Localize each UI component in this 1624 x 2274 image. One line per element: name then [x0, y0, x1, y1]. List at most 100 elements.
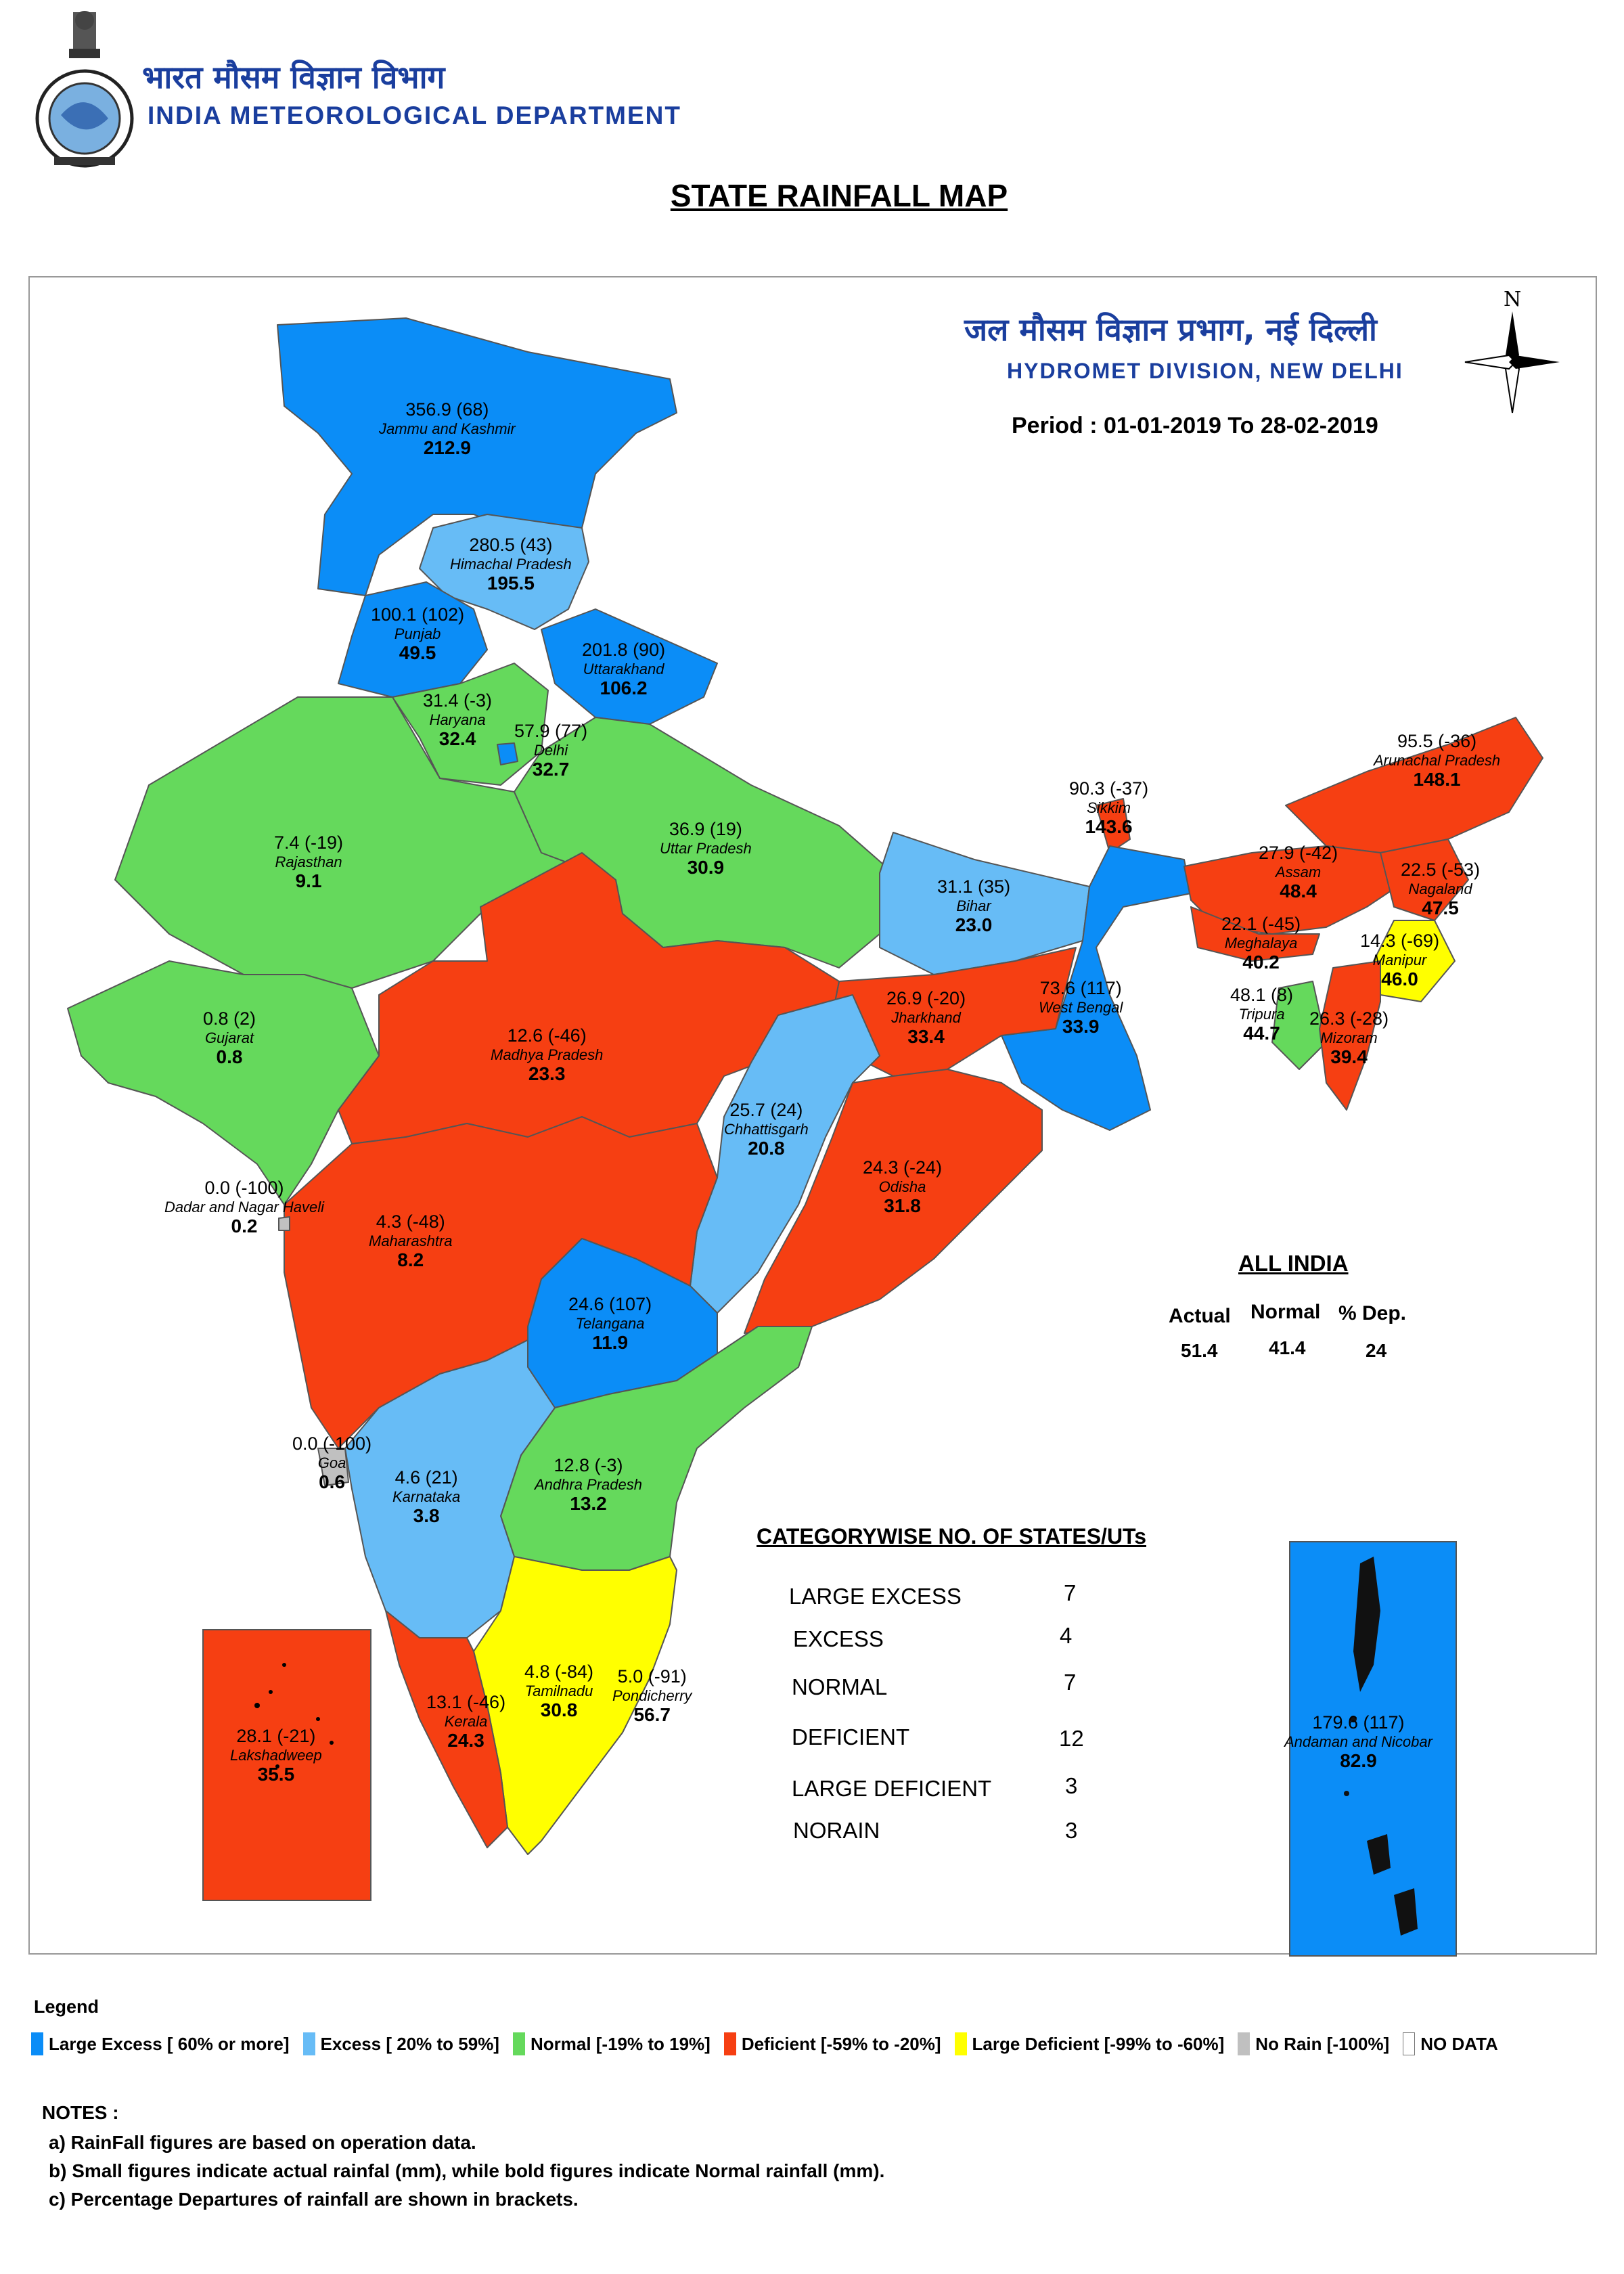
legend-title: Legend	[34, 1997, 99, 2017]
state-label-haryana: 31.4 (-3) Haryana 32.4	[423, 690, 493, 750]
region-himachal-pradesh	[419, 514, 589, 630]
category-label-norain: NORAIN	[793, 1818, 880, 1843]
state-label-rajasthan: 7.4 (-19) Rajasthan 9.1	[274, 832, 344, 892]
region-manipur	[1373, 920, 1456, 1002]
map-title: STATE RAINFALL MAP	[670, 178, 1008, 213]
all-india-title: ALL INDIA	[1238, 1251, 1349, 1276]
region-meghalaya	[1190, 906, 1320, 962]
region-dadar-nagar-haveli	[278, 1216, 290, 1231]
region-karnataka	[344, 1339, 556, 1638]
legend-label-deficient: Deficient [-59% to -20%]	[741, 2033, 941, 2054]
legend-swatch-normal	[512, 2032, 525, 2055]
state-label-mizoram: 26.3 (-28) Mizoram 39.4	[1309, 1008, 1389, 1068]
region-jammu-and-kashmir	[277, 317, 677, 596]
legend-label-no-rain: No Rain [-100%]	[1255, 2033, 1390, 2054]
state-label-goa: 0.0 (-100) Goa 0.6	[292, 1433, 372, 1493]
state-label-andaman-nicobar: 179.6 (117) Andaman and Nicobar 82.9	[1284, 1712, 1433, 1772]
state-label-dadar-nagar-haveli: 0.0 (-100) Dadar and Nagar Haveli 0.2	[164, 1178, 325, 1237]
state-label-punjab: 100.1 (102) Punjab 49.5	[371, 604, 465, 664]
category-label-large-excess: LARGE EXCESS	[789, 1584, 962, 1609]
region-delhi	[497, 742, 518, 765]
note-a: a) RainFall figures are based on operati…	[49, 2132, 476, 2153]
category-count-large-excess: 7	[1064, 1580, 1077, 1605]
region-uttarakhand	[541, 608, 718, 725]
state-label-pondicherry: 5.0 (-91) Pondicherry 56.7	[612, 1666, 692, 1726]
state-label-manipur: 14.3 (-69) Manipur 46.0	[1360, 931, 1440, 990]
region-sikkim	[1096, 798, 1131, 853]
category-count-normal: 7	[1064, 1670, 1077, 1695]
state-label-sikkim: 90.3 (-37) Sikkim 143.6	[1069, 778, 1149, 838]
imd-emblem-logo	[35, 11, 134, 168]
all-india-value-dep: 24	[1366, 1340, 1387, 1361]
state-label-telangana: 24.6 (107) Telangana 11.9	[568, 1294, 652, 1354]
state-label-himachal-pradesh: 280.5 (43) Himachal Pradesh 195.5	[450, 535, 572, 594]
compass-icon	[1464, 311, 1560, 414]
legend-label-large-excess: Large Excess [ 60% or more]	[49, 2033, 290, 2054]
lakshadweep-inset	[202, 1629, 371, 1901]
all-india-value-normal: 41.4	[1269, 1337, 1306, 1358]
note-c: c) Percentage Departures of rainfall are…	[49, 2189, 579, 2210]
state-label-kerala: 13.1 (-46) Kerala 24.3	[426, 1692, 506, 1752]
header-hindi-title: भारत मौसम विज्ञान विभाग	[142, 59, 445, 95]
notes-title: NOTES :	[42, 2102, 119, 2123]
state-label-nagaland: 22.5 (-53) Nagaland 47.5	[1401, 860, 1481, 919]
category-label-deficient: DEFICIENT	[792, 1724, 910, 1749]
legend-label-normal: Normal [-19% to 19%]	[530, 2033, 710, 2054]
state-label-meghalaya: 22.1 (-45) Meghalaya 40.2	[1221, 914, 1301, 973]
state-label-tripura: 48.1 (8) Tripura 44.7	[1230, 985, 1294, 1044]
state-label-odisha: 24.3 (-24) Odisha 31.8	[863, 1157, 943, 1217]
region-chhattisgarh	[690, 994, 880, 1314]
all-india-header-actual: Actual	[1169, 1305, 1231, 1327]
north-label: N	[1504, 288, 1522, 311]
state-label-bihar: 31.1 (35) Bihar 23.0	[937, 876, 1011, 936]
legend-swatch-no-rain	[1238, 2032, 1250, 2055]
legend-label-excess: Excess [ 20% to 59%]	[320, 2033, 499, 2054]
state-label-maharashtra: 4.3 (-48) Maharashtra 8.2	[369, 1211, 453, 1271]
legend-swatch-large-excess	[31, 2032, 43, 2055]
state-label-uttarakhand: 201.8 (90) Uttarakhand 106.2	[582, 640, 666, 699]
header-english-title: INDIA METEOROLOGICAL DEPARTMENT	[148, 102, 681, 129]
region-gujarat	[67, 960, 380, 1205]
state-label-gujarat: 0.8 (2) Gujarat 0.8	[203, 1008, 256, 1068]
region-nagaland	[1380, 839, 1469, 921]
all-india-value-actual: 51.4	[1181, 1340, 1218, 1361]
state-label-lakshadweep: 28.1 (-21) Lakshadweep 35.5	[230, 1726, 322, 1785]
category-count-large-deficient: 3	[1065, 1773, 1078, 1798]
category-label-normal: NORMAL	[792, 1674, 888, 1699]
state-label-west-bengal: 73.6 (117) West Bengal 33.9	[1039, 978, 1123, 1038]
division-english: HYDROMET DIVISION, NEW DELHI	[1007, 359, 1403, 383]
note-b: b) Small figures indicate actual rainfal…	[49, 2160, 885, 2181]
all-india-header-normal: Normal	[1250, 1301, 1321, 1323]
state-label-andhra-pradesh: 12.8 (-3) Andhra Pradesh 13.2	[535, 1455, 642, 1515]
state-label-arunachal-pradesh: 95.5 (-36) Arunachal Pradesh 148.1	[1374, 731, 1501, 790]
region-kerala	[385, 1610, 508, 1848]
map-frame	[28, 276, 1597, 1955]
state-label-uttar-pradesh: 36.9 (19) Uttar Pradesh 30.9	[660, 819, 752, 878]
region-mizoram	[1319, 960, 1381, 1111]
region-west-bengal	[1001, 845, 1192, 1131]
legend-swatch-deficient	[723, 2032, 736, 2055]
state-label-assam: 27.9 (-42) Assam 48.4	[1259, 843, 1338, 902]
state-label-delhi: 57.9 (77) Delhi 32.7	[514, 721, 588, 780]
legend-label-no-data: NO DATA	[1420, 2033, 1498, 2054]
legend: Large Excess [ 60% or more] Excess [ 20%…	[31, 2030, 1512, 2057]
region-goa	[317, 1448, 349, 1486]
category-label-excess: EXCESS	[793, 1626, 884, 1651]
period-label: Period : 01-01-2019 To 28-02-2019	[1012, 413, 1378, 439]
all-india-header-dep: % Dep.	[1338, 1302, 1407, 1324]
category-count-deficient: 12	[1059, 1726, 1084, 1751]
categorywise-title: CATEGORYWISE NO. OF STATES/UTs	[757, 1524, 1147, 1548]
state-label-chhattisgarh: 25.7 (24) Chhattisgarh 20.8	[724, 1100, 809, 1159]
state-label-tamilnadu: 4.8 (-84) Tamilnadu 30.8	[524, 1662, 594, 1721]
state-label-madhya-pradesh: 12.6 (-46) Madhya Pradesh 23.3	[491, 1025, 604, 1085]
category-count-excess: 4	[1060, 1623, 1073, 1648]
region-odisha	[744, 1069, 1043, 1334]
legend-swatch-excess	[302, 2032, 315, 2055]
category-label-large-deficient: LARGE DEFICIENT	[792, 1776, 992, 1801]
legend-swatch-no-data	[1403, 2032, 1416, 2055]
legend-label-large-deficient: Large Deficient [-99% to -60%]	[972, 2033, 1225, 2054]
region-tripura	[1271, 981, 1327, 1070]
category-count-norain: 3	[1065, 1818, 1078, 1843]
state-label-jammu-and-kashmir: 356.9 (68) Jammu and Kashmir 212.9	[379, 399, 516, 459]
